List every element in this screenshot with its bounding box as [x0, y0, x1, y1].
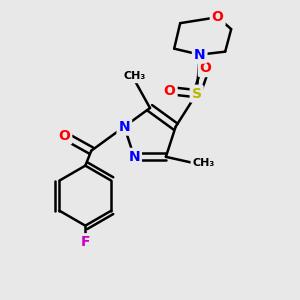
- Text: O: O: [212, 10, 224, 24]
- Text: CH₃: CH₃: [192, 158, 214, 168]
- Text: N: N: [118, 120, 130, 134]
- Text: O: O: [164, 84, 176, 98]
- Text: O: O: [58, 129, 70, 143]
- Text: N: N: [194, 48, 206, 62]
- Text: CH₃: CH₃: [124, 71, 146, 82]
- Text: O: O: [200, 61, 212, 75]
- Text: S: S: [192, 87, 202, 101]
- Text: N: N: [128, 150, 140, 164]
- Text: F: F: [81, 235, 90, 249]
